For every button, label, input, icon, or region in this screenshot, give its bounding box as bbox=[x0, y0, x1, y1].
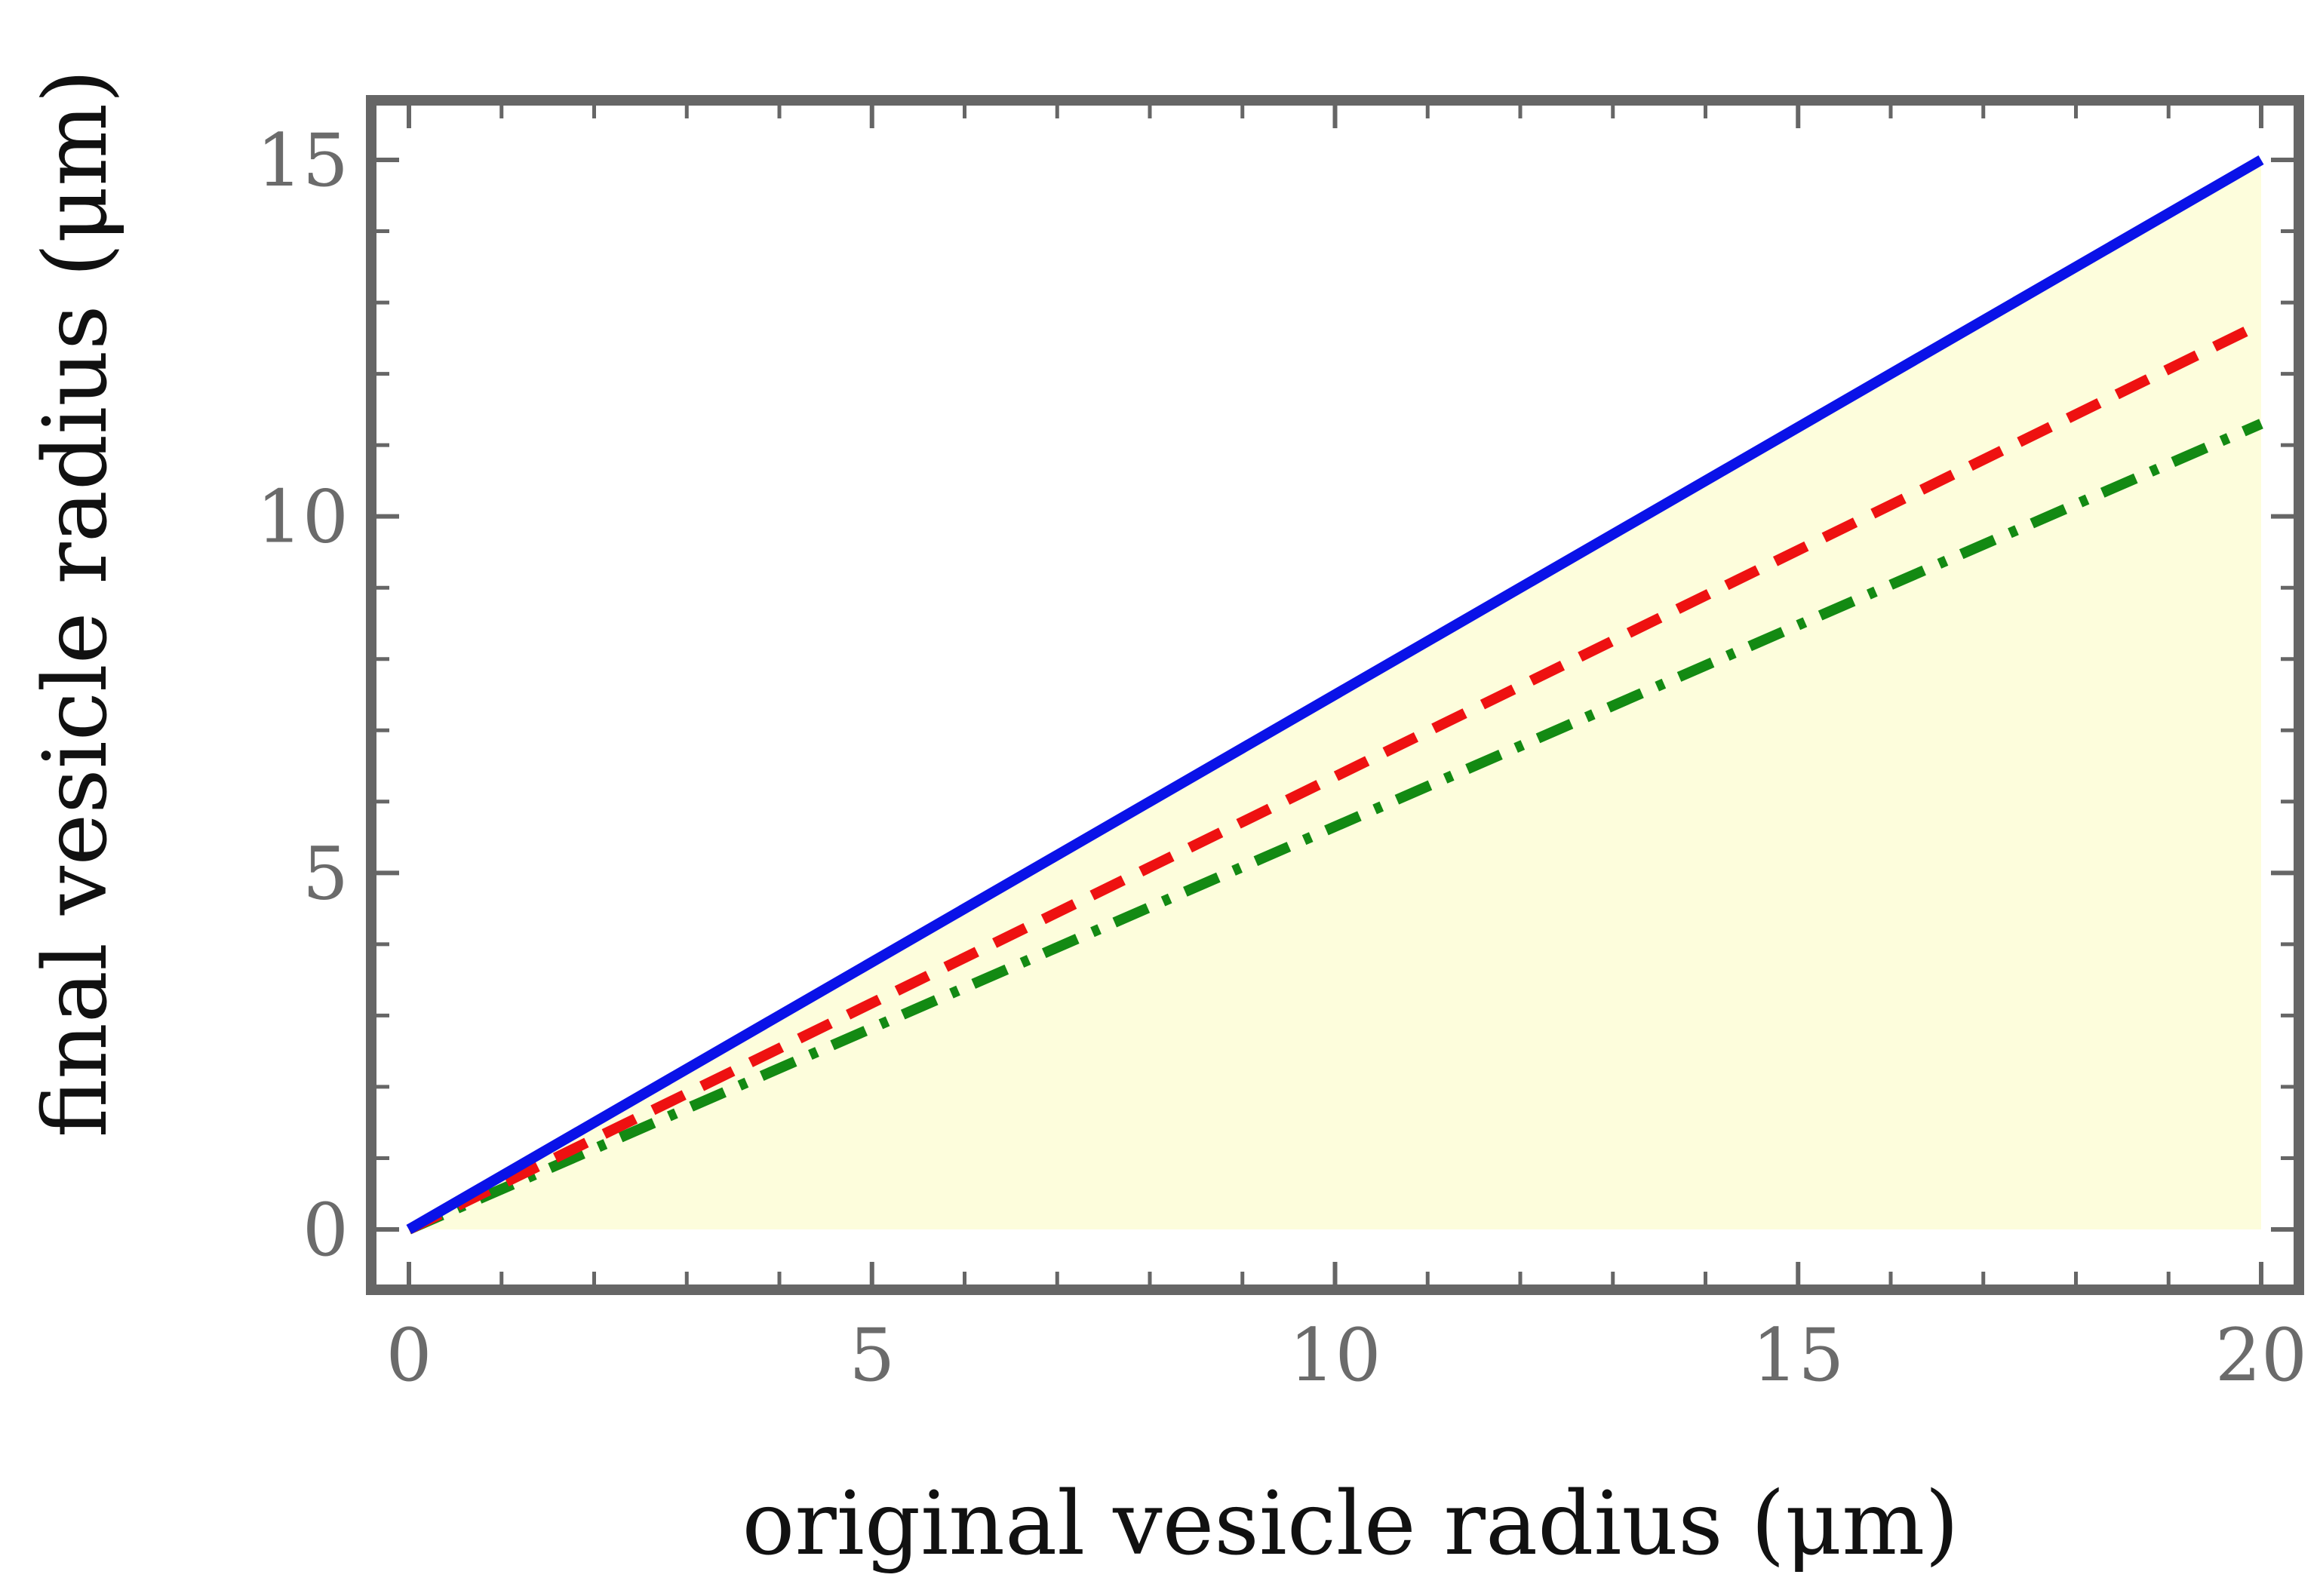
x-tick-label: 20 bbox=[2215, 1313, 2307, 1398]
plot-frame bbox=[366, 95, 2304, 1295]
x-tick-label: 5 bbox=[849, 1313, 895, 1398]
x-tick-label: 10 bbox=[1289, 1313, 1381, 1398]
x-tick-label: 0 bbox=[386, 1313, 432, 1398]
tick-labels: 0 5 10 15 20 0 5 10 15 bbox=[257, 118, 2307, 1398]
series-line-dashed bbox=[406, 319, 2264, 1235]
series-line-dash-dot bbox=[407, 419, 2263, 1235]
series-line-solid bbox=[406, 155, 2264, 1235]
x-axis-title: original vesicle radius (μm) bbox=[742, 1473, 1959, 1575]
x-tick-label: 15 bbox=[1752, 1313, 1844, 1398]
y-axis-title: final vesicle radius (μm) bbox=[25, 69, 127, 1138]
plot-area bbox=[406, 155, 2264, 1235]
y-tick-label: 5 bbox=[303, 831, 349, 916]
y-tick-label: 10 bbox=[257, 475, 349, 560]
y-tick-label: 0 bbox=[303, 1188, 349, 1272]
y-tick-label: 15 bbox=[257, 118, 349, 203]
axis-ticks bbox=[376, 106, 2294, 1284]
